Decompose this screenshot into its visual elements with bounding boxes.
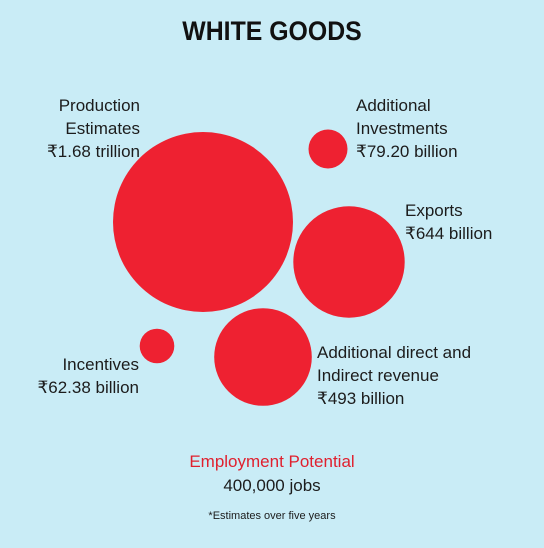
employment-title: Employment Potential [189,452,355,471]
production-label: Production Estimates ₹1.68 trillion [47,94,140,163]
exports-label-line-1: Exports [405,201,463,220]
revenue-value: ₹493 billion [317,389,405,408]
incentives-value: ₹62.38 billion [37,378,139,397]
production-label-line-2: Estimates [65,119,140,138]
investments-bubble [308,129,348,169]
exports-label: Exports ₹644 billion [405,199,492,245]
investments-label-line-1: Additional [356,96,431,115]
investments-label: Additional Investments ₹79.20 billion [356,94,458,163]
footnote: *Estimates over five years [208,510,336,522]
incentives-bubble [139,328,175,364]
incentives-label: Incentives ₹62.38 billion [37,353,139,399]
revenue-label-line-1: Additional direct and [317,343,472,362]
incentives-label-line-1: Incentives [62,355,139,374]
production-bubble [113,132,293,312]
revenue-label-line-2: Indirect revenue [317,366,439,385]
exports-bubble [293,206,405,318]
revenue-label: Additional direct and Indirect revenue ₹… [317,341,471,410]
investments-label-line-2: Investments [356,119,448,138]
revenue-bubble [214,308,312,406]
chart-title: WHITE GOODS [182,16,362,46]
investments-value: ₹79.20 billion [356,142,458,161]
production-value: ₹1.68 trillion [46,142,140,161]
production-label-line-1: Production [58,96,140,115]
employment-value: 400,000 jobs [223,476,321,495]
exports-value: ₹644 billion [405,224,493,243]
